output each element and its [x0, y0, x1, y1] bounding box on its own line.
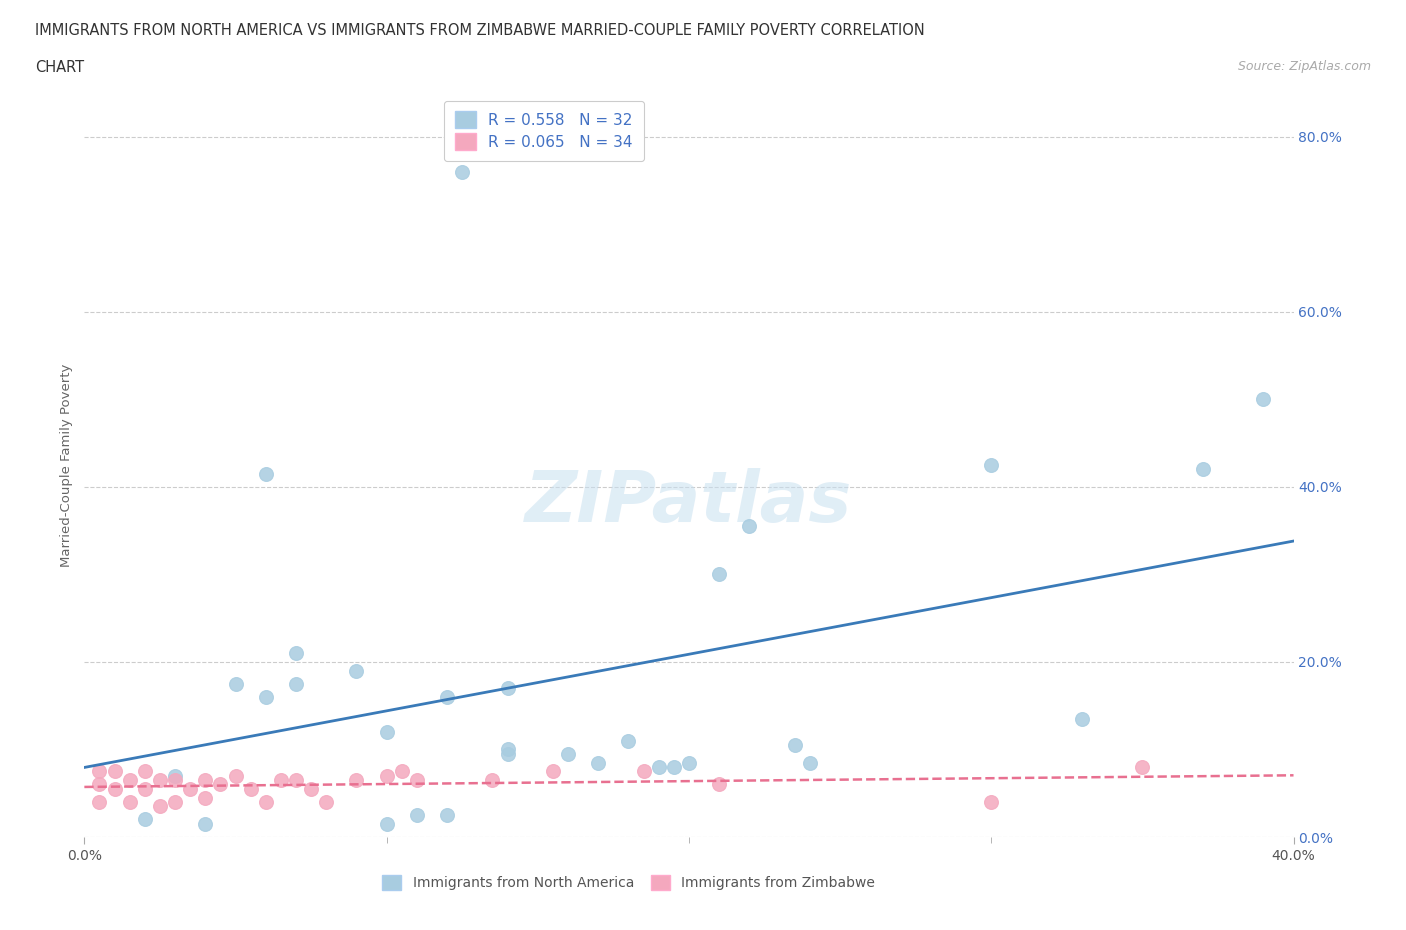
- Text: IMMIGRANTS FROM NORTH AMERICA VS IMMIGRANTS FROM ZIMBABWE MARRIED-COUPLE FAMILY : IMMIGRANTS FROM NORTH AMERICA VS IMMIGRA…: [35, 23, 925, 38]
- Point: [149, 799, 172, 814]
- Point: [541, 764, 564, 778]
- Point: [270, 773, 292, 788]
- Point: [104, 781, 127, 796]
- Point: [436, 807, 458, 822]
- Point: [118, 773, 141, 788]
- Point: [662, 760, 685, 775]
- Point: [194, 790, 217, 805]
- Point: [783, 737, 806, 752]
- Point: [163, 768, 186, 783]
- Point: [134, 764, 156, 778]
- Point: [254, 794, 277, 809]
- Point: [481, 773, 503, 788]
- Point: [1191, 462, 1213, 477]
- Point: [375, 817, 398, 831]
- Text: Source: ZipAtlas.com: Source: ZipAtlas.com: [1237, 60, 1371, 73]
- Point: [406, 773, 429, 788]
- Point: [980, 794, 1002, 809]
- Text: CHART: CHART: [35, 60, 84, 75]
- Point: [315, 794, 337, 809]
- Point: [254, 466, 277, 481]
- Point: [709, 777, 731, 792]
- Point: [284, 645, 308, 660]
- Point: [225, 676, 247, 691]
- Point: [194, 773, 217, 788]
- Point: [738, 519, 761, 534]
- Point: [118, 794, 141, 809]
- Point: [89, 794, 111, 809]
- Point: [436, 689, 458, 704]
- Point: [799, 755, 821, 770]
- Point: [104, 764, 127, 778]
- Point: [163, 794, 186, 809]
- Point: [149, 773, 172, 788]
- Point: [134, 812, 156, 827]
- Point: [496, 742, 519, 757]
- Point: [209, 777, 232, 792]
- Point: [496, 681, 519, 696]
- Y-axis label: Married-Couple Family Poverty: Married-Couple Family Poverty: [60, 364, 73, 566]
- Point: [633, 764, 655, 778]
- Point: [346, 663, 368, 678]
- Point: [239, 781, 262, 796]
- Legend: Immigrants from North America, Immigrants from Zimbabwe: Immigrants from North America, Immigrant…: [375, 869, 882, 897]
- Point: [1130, 760, 1153, 775]
- Point: [284, 773, 308, 788]
- Point: [375, 768, 398, 783]
- Point: [1251, 392, 1274, 406]
- Point: [225, 768, 247, 783]
- Point: [451, 165, 474, 179]
- Point: [254, 689, 277, 704]
- Point: [194, 817, 217, 831]
- Point: [89, 764, 111, 778]
- Point: [179, 781, 201, 796]
- Point: [617, 733, 640, 748]
- Point: [557, 747, 579, 762]
- Point: [375, 724, 398, 739]
- Point: [588, 755, 610, 770]
- Point: [89, 777, 111, 792]
- Point: [709, 567, 731, 582]
- Point: [647, 760, 671, 775]
- Point: [391, 764, 413, 778]
- Point: [1071, 711, 1094, 726]
- Point: [980, 458, 1002, 472]
- Point: [299, 781, 322, 796]
- Point: [163, 773, 186, 788]
- Point: [134, 781, 156, 796]
- Point: [496, 747, 519, 762]
- Text: ZIPatlas: ZIPatlas: [526, 468, 852, 537]
- Point: [406, 807, 429, 822]
- Point: [346, 773, 368, 788]
- Point: [678, 755, 700, 770]
- Point: [284, 676, 308, 691]
